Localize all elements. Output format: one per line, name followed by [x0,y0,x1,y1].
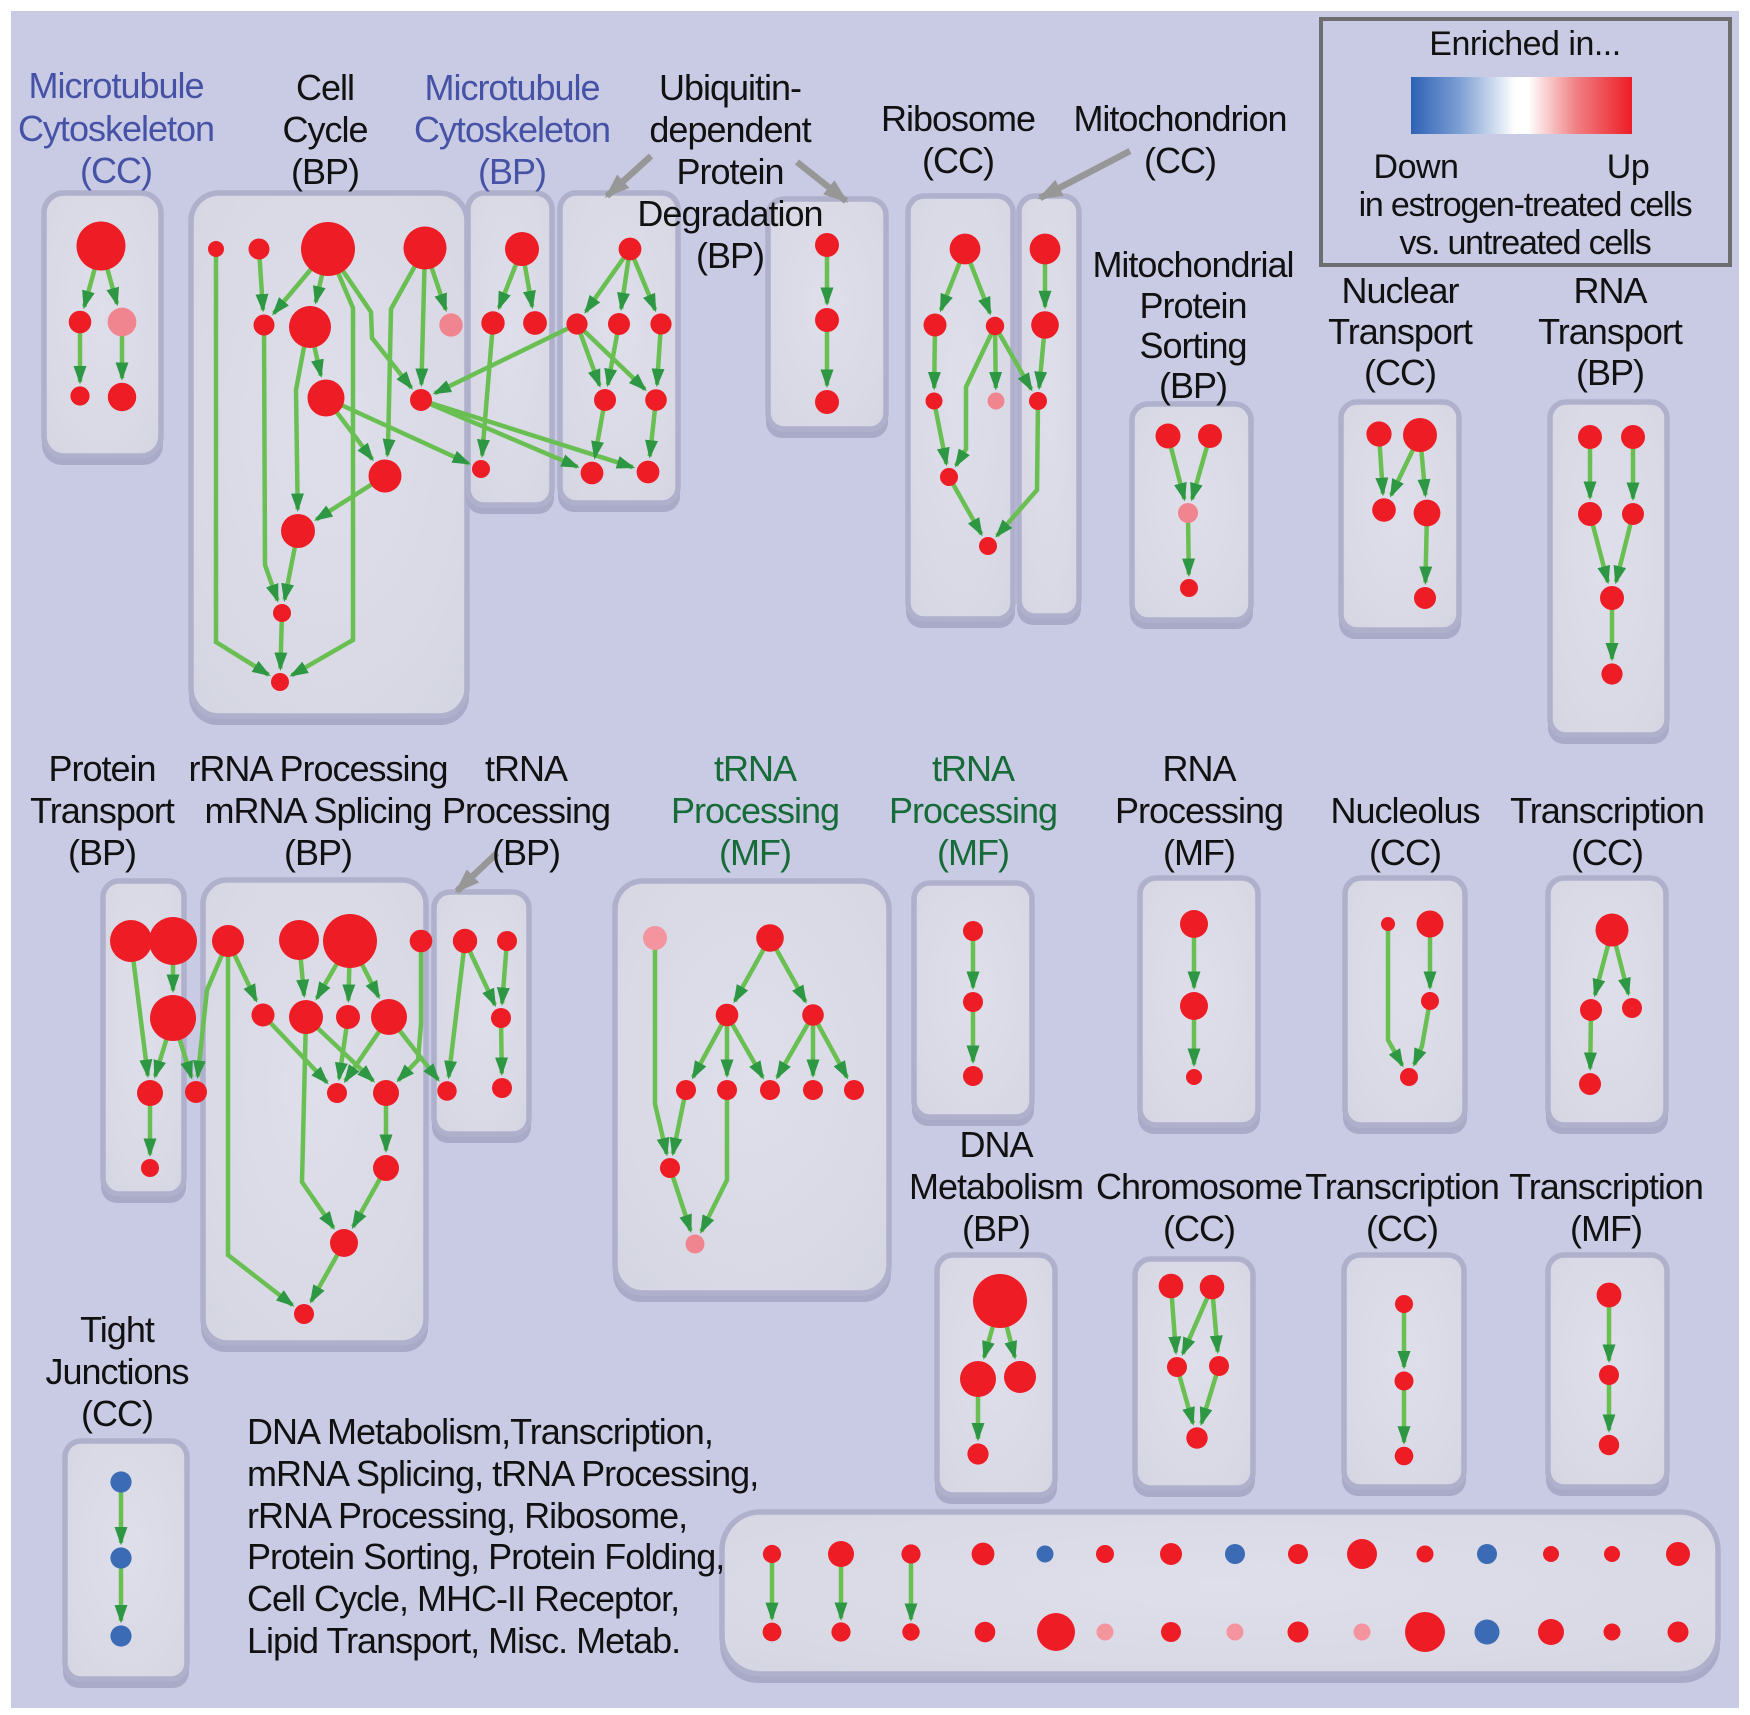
svg-text:(CC): (CC) [1163,1208,1235,1249]
svg-text:(CC): (CC) [80,150,152,191]
svg-text:Ribosome: Ribosome [881,98,1035,139]
svg-text:Degradation: Degradation [637,193,822,234]
svg-text:Enriched in...: Enriched in... [1429,25,1620,63]
svg-text:(MF): (MF) [1570,1208,1642,1249]
svg-text:vs. untreated cells: vs. untreated cells [1399,224,1650,262]
svg-text:Tight: Tight [80,1309,155,1350]
svg-text:(CC): (CC) [922,140,994,181]
svg-text:rRNA Processing, Ribosome,: rRNA Processing, Ribosome, [247,1495,687,1536]
svg-text:(BP): (BP) [478,151,546,192]
svg-text:Microtubule: Microtubule [28,65,203,106]
svg-text:Processing: Processing [889,790,1057,831]
svg-text:(CC): (CC) [1571,832,1643,873]
svg-text:(MF): (MF) [719,832,791,873]
svg-text:rRNA Processing: rRNA Processing [188,748,447,789]
svg-text:(BP): (BP) [492,832,560,873]
svg-text:(CC): (CC) [81,1393,153,1434]
svg-text:Cell Cycle, MHC-II Receptor,: Cell Cycle, MHC-II Receptor, [247,1578,679,1619]
svg-text:(CC): (CC) [1369,832,1441,873]
svg-text:Cytoskeleton: Cytoskeleton [18,108,214,149]
svg-text:(MF): (MF) [937,832,1009,873]
svg-text:RNA: RNA [1573,270,1647,311]
svg-text:mRNA Splicing: mRNA Splicing [204,790,431,831]
svg-text:Processing: Processing [1115,790,1283,831]
svg-text:DNA Metabolism,Transcription,: DNA Metabolism,Transcription, [247,1411,713,1452]
svg-text:RNA: RNA [1162,748,1236,789]
svg-text:(BP): (BP) [68,832,136,873]
svg-text:Mitochondrion: Mitochondrion [1073,98,1286,139]
svg-text:Ubiquitin-: Ubiquitin- [659,67,801,108]
svg-text:Protein: Protein [676,151,783,192]
svg-text:(BP): (BP) [696,235,764,276]
svg-text:Nuclear: Nuclear [1341,270,1459,311]
svg-text:(BP): (BP) [284,832,352,873]
svg-text:tRNA: tRNA [714,748,797,789]
svg-text:Cytoskeleton: Cytoskeleton [414,109,610,150]
svg-text:(CC): (CC) [1144,140,1216,181]
svg-text:Nucleolus: Nucleolus [1330,790,1479,831]
svg-text:DNA: DNA [959,1124,1033,1165]
svg-text:Lipid Transport, Misc. Metab.: Lipid Transport, Misc. Metab. [247,1620,680,1661]
svg-text:Processing: Processing [442,790,610,831]
svg-text:Protein: Protein [1139,285,1246,326]
svg-text:Transport: Transport [30,790,175,831]
svg-text:Processing: Processing [671,790,839,831]
svg-text:Transport: Transport [1328,311,1473,352]
svg-text:tRNA: tRNA [932,748,1015,789]
svg-text:Up: Up [1607,148,1649,186]
svg-text:Down: Down [1374,148,1459,186]
svg-text:(BP): (BP) [291,151,359,192]
svg-text:Protein Sorting, Protein Foldi: Protein Sorting, Protein Folding, [247,1536,724,1577]
svg-text:(MF): (MF) [1163,832,1235,873]
svg-text:Mitochondrial: Mitochondrial [1092,244,1293,285]
svg-text:Cell: Cell [296,67,354,108]
svg-text:dependent: dependent [649,109,811,150]
svg-text:Transcription: Transcription [1509,1166,1703,1207]
svg-text:in estrogen-treated cells: in estrogen-treated cells [1359,186,1692,224]
svg-text:tRNA: tRNA [485,748,568,789]
svg-text:Junctions: Junctions [45,1351,188,1392]
svg-text:Transport: Transport [1538,311,1683,352]
svg-text:(BP): (BP) [962,1208,1030,1249]
svg-text:(CC): (CC) [1366,1208,1438,1249]
svg-text:Sorting: Sorting [1139,325,1246,366]
svg-text:Chromosome: Chromosome [1096,1166,1302,1207]
svg-text:Protein: Protein [48,748,155,789]
svg-text:mRNA Splicing, tRNA Processing: mRNA Splicing, tRNA Processing, [247,1453,758,1494]
svg-text:Transcription: Transcription [1510,790,1704,831]
svg-text:(CC): (CC) [1364,352,1436,393]
svg-text:(BP): (BP) [1159,365,1227,406]
svg-text:Microtubule: Microtubule [424,67,599,108]
svg-text:Transcription: Transcription [1305,1166,1499,1207]
svg-text:(BP): (BP) [1576,352,1644,393]
svg-text:Metabolism: Metabolism [909,1166,1083,1207]
svg-text:Cycle: Cycle [282,109,367,150]
